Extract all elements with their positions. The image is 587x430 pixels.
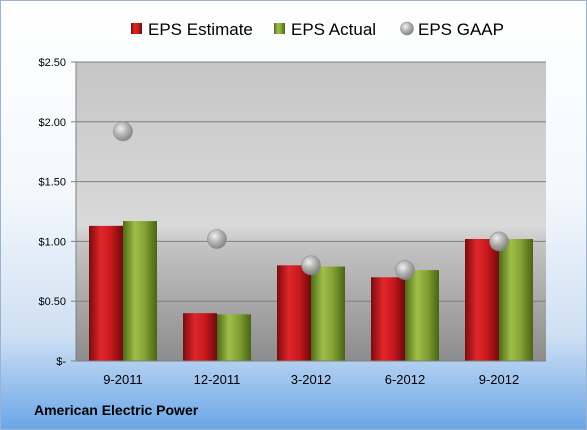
eps-estimate-bar [183, 313, 217, 361]
legend-label: EPS GAAP [418, 20, 504, 39]
y-tick-label: $- [56, 356, 66, 368]
y-tick-label: $0.50 [38, 296, 66, 308]
y-tick-label: $2.50 [38, 57, 66, 69]
x-tick-label: 9-2011 [103, 372, 143, 387]
eps-gaap-marker [395, 260, 415, 280]
eps-estimate-bar [89, 225, 123, 361]
legend-swatch [274, 23, 285, 34]
x-tick-label: 3-2012 [291, 372, 331, 387]
eps-actual-bar [311, 266, 345, 361]
eps-chart: $- $0.50 $1.00 $1.50 $2.00 $2.50 9-2011 12-201… [38, 20, 546, 387]
legend-label: EPS Actual [291, 20, 376, 39]
legend-swatch [131, 23, 142, 34]
eps-actual-bar [405, 270, 439, 361]
y-tick-label: $1.50 [38, 177, 66, 189]
eps-gaap-marker [207, 229, 227, 249]
company-name: American Electric Power [34, 402, 199, 418]
y-tick-label: $2.00 [38, 117, 66, 129]
eps-gaap-marker [301, 255, 321, 276]
eps-gaap-marker [489, 231, 509, 252]
x-tick-label: 6-2012 [385, 372, 425, 387]
eps-actual-bar [499, 239, 533, 361]
legend-swatch [400, 21, 414, 36]
x-tick-label: 12-2011 [194, 372, 241, 387]
eps-estimate-bar [371, 277, 405, 361]
y-tick-label: $1.00 [38, 236, 66, 248]
legend-label: EPS Estimate [148, 20, 253, 39]
eps-estimate-bar [465, 239, 499, 361]
eps-estimate-bar [277, 265, 311, 361]
eps-actual-bar [217, 314, 251, 361]
eps-actual-bar [123, 221, 157, 361]
x-tick-label: 9-2012 [479, 372, 519, 387]
eps-gaap-marker [113, 121, 133, 142]
